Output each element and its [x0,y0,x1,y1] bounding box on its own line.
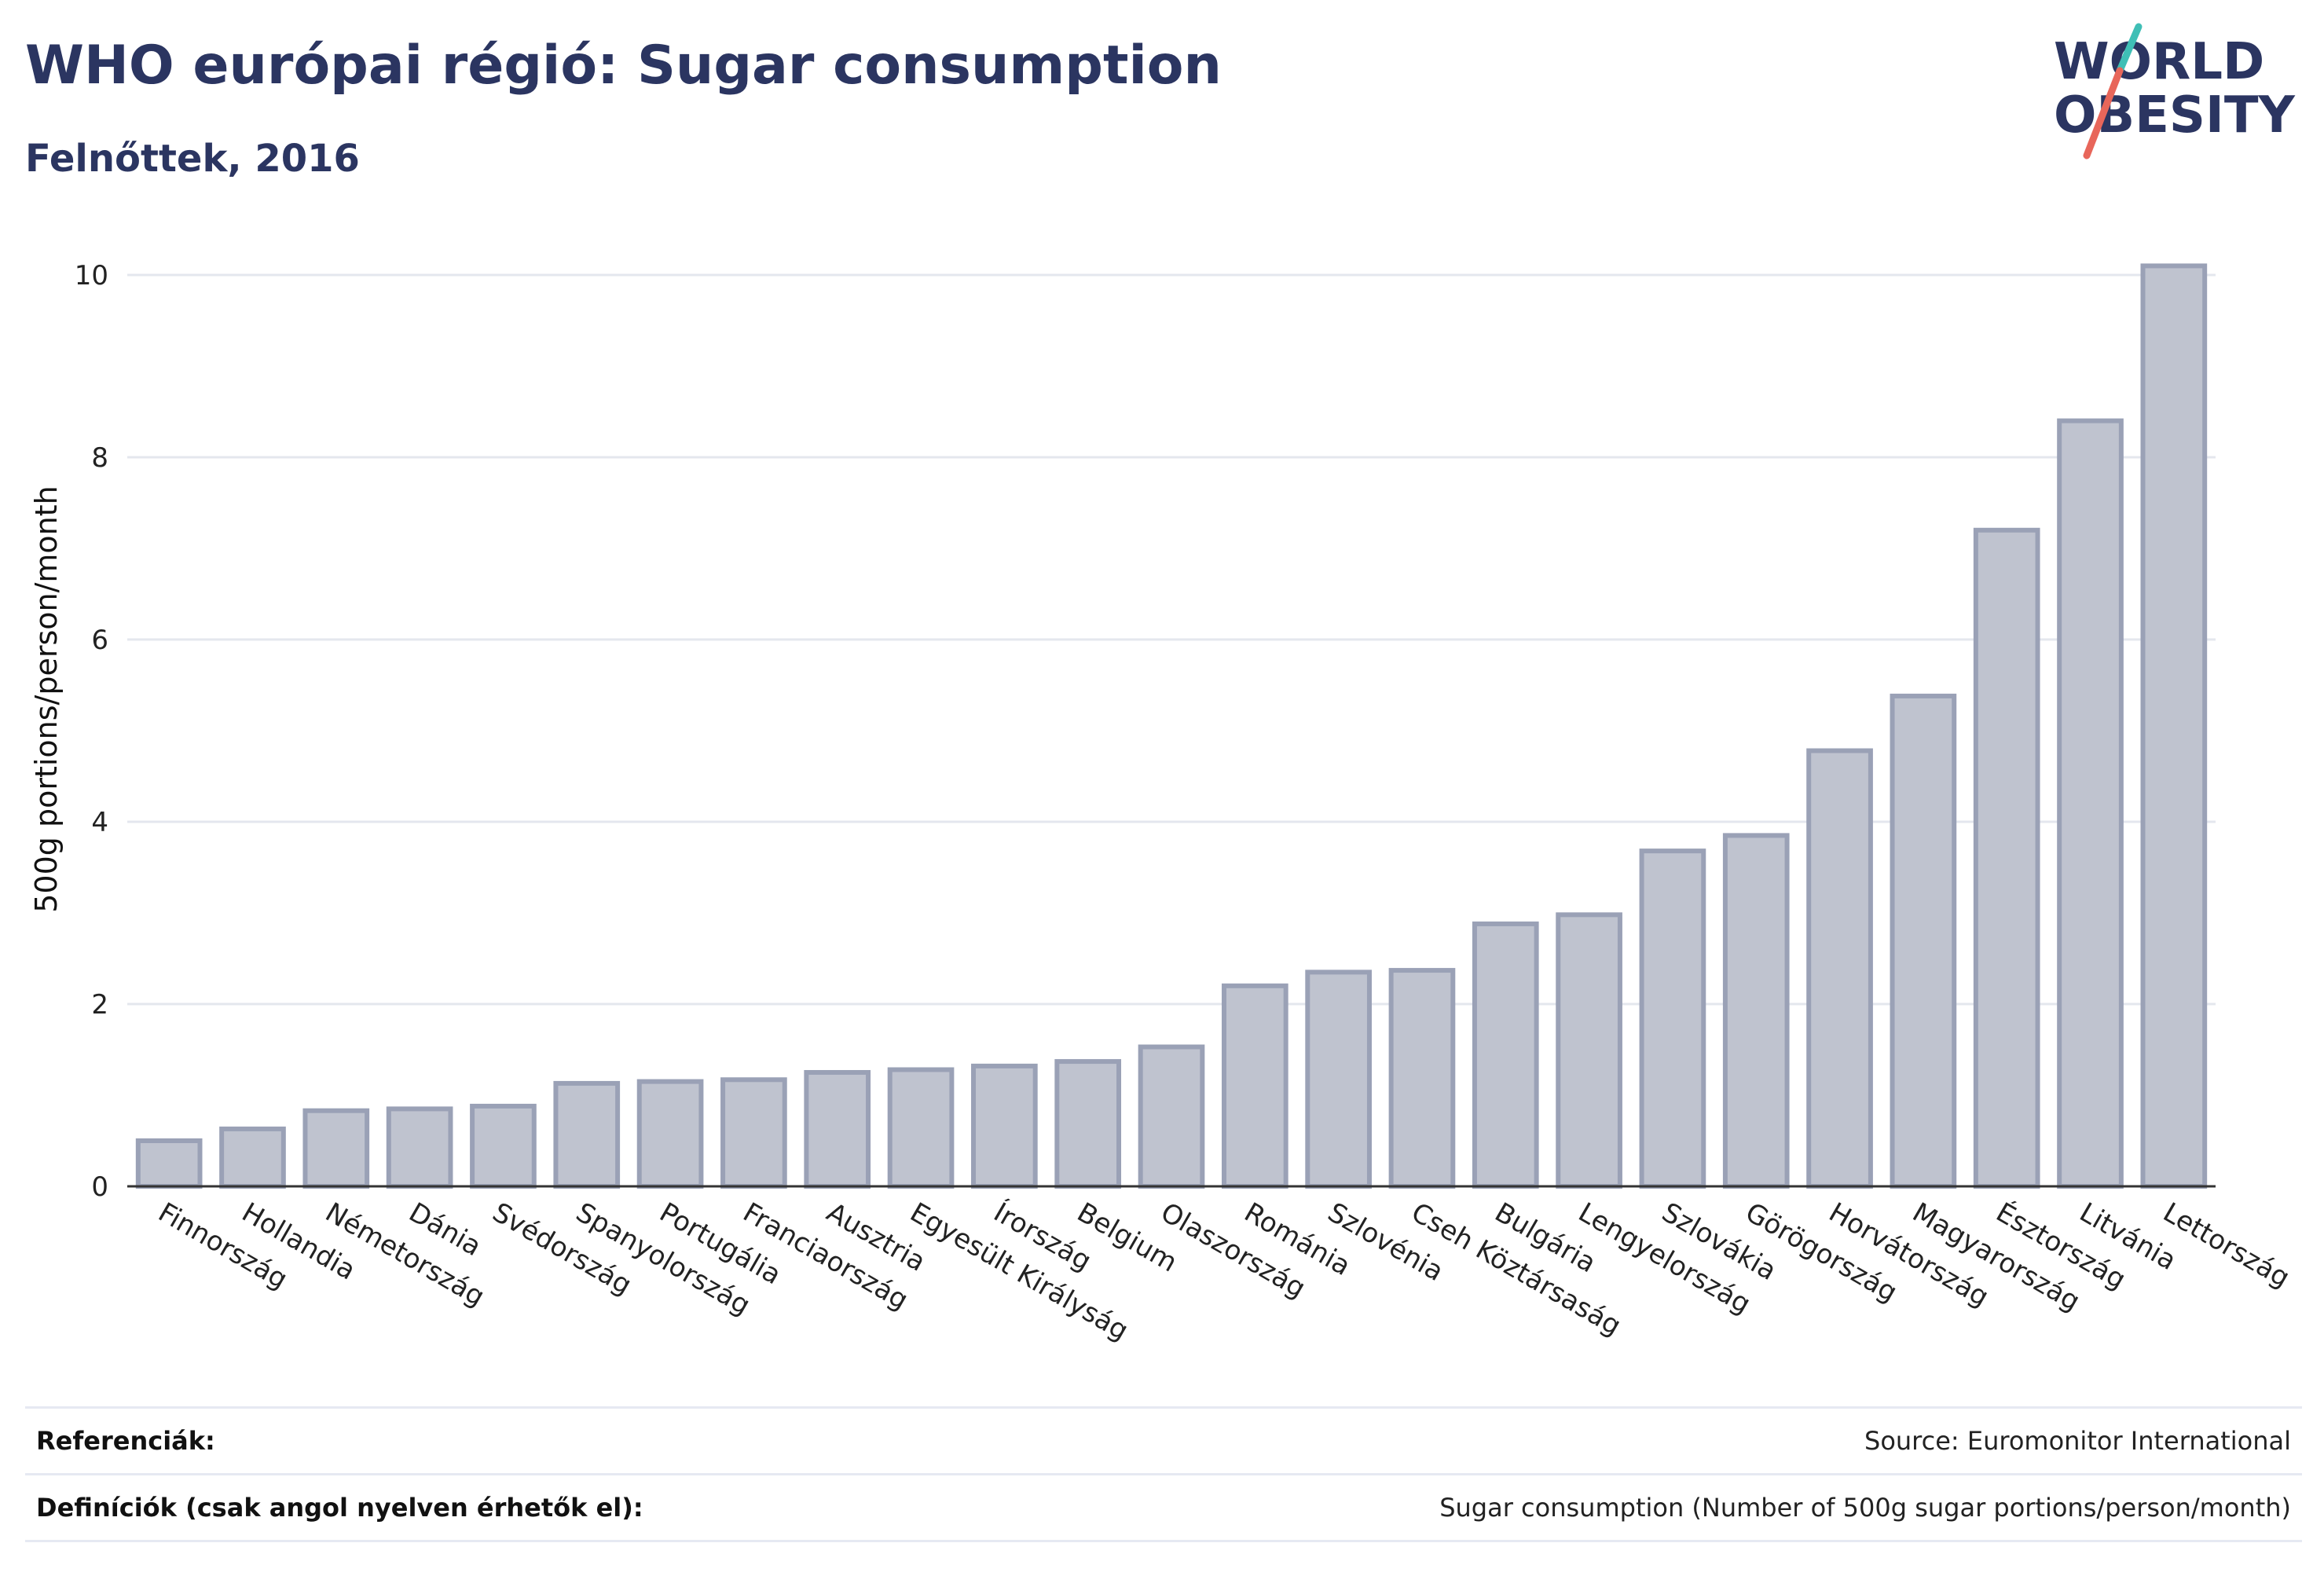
logo-slash-top [2116,23,2143,75]
y-tick-label: 4 [91,807,108,838]
chart-subtitle: Felnőttek, 2016 [25,137,360,181]
bar [1639,848,1706,1189]
bar [2140,263,2208,1189]
y-tick-label: 2 [91,989,108,1021]
logo-slash-bottom [2083,67,2124,159]
references-value: Source: Euromonitor International [1864,1426,2291,1456]
bar [971,1063,1038,1189]
bar [1305,969,1372,1189]
bar [1388,968,1456,1189]
y-tick-label: 10 [75,260,108,291]
bar [470,1103,537,1189]
y-tick-label: 8 [91,442,108,474]
bar [1890,693,1957,1189]
definitions-label: Definíciók (csak angol nyelven érhetők e… [36,1493,643,1523]
chart-title: WHO európai régió: Sugar consumption [25,35,1222,97]
x-tick-label: Lettország [2157,1197,2295,1294]
bar [1722,833,1790,1189]
footer-references-row: Referenciák: Source: Euromonitor Interna… [25,1406,2302,1473]
bar [2057,418,2124,1189]
bar [887,1067,955,1189]
bars [135,263,2208,1189]
bar [804,1070,871,1189]
definitions-value: Sugar consumption (Number of 500g sugar … [1439,1493,2291,1523]
bar [1054,1059,1122,1189]
y-axis-label: 500g portions/person/month [29,486,64,913]
logo-text-world: WORLD [2054,33,2264,91]
bar [386,1106,453,1189]
bar [219,1126,286,1189]
bar [1472,921,1539,1189]
bar [553,1080,621,1189]
bar-chart: 0 2 4 6 8 10 FinnországHollandiaNémetországDá… [29,260,2295,1347]
footer-definitions-row: Definíciók (csak angol nyelven érhetők e… [25,1473,2302,1542]
bar [1973,527,2040,1189]
bar [1806,748,1873,1189]
bar [135,1138,203,1189]
bar [302,1108,370,1189]
bar [1556,912,1622,1189]
bar [1138,1044,1205,1189]
y-tick-labels: 0 2 4 6 8 10 [75,260,108,1203]
world-obesity-logo: WORLD OBESITY [2054,23,2295,159]
bar [1221,983,1288,1189]
bar [636,1079,704,1189]
footer-table: Referenciák: Source: Euromonitor Interna… [25,1406,2302,1542]
y-tick-label: 6 [91,625,108,656]
references-label: Referenciák: [36,1426,215,1456]
bar [720,1077,787,1189]
y-tick-label: 0 [91,1171,108,1203]
